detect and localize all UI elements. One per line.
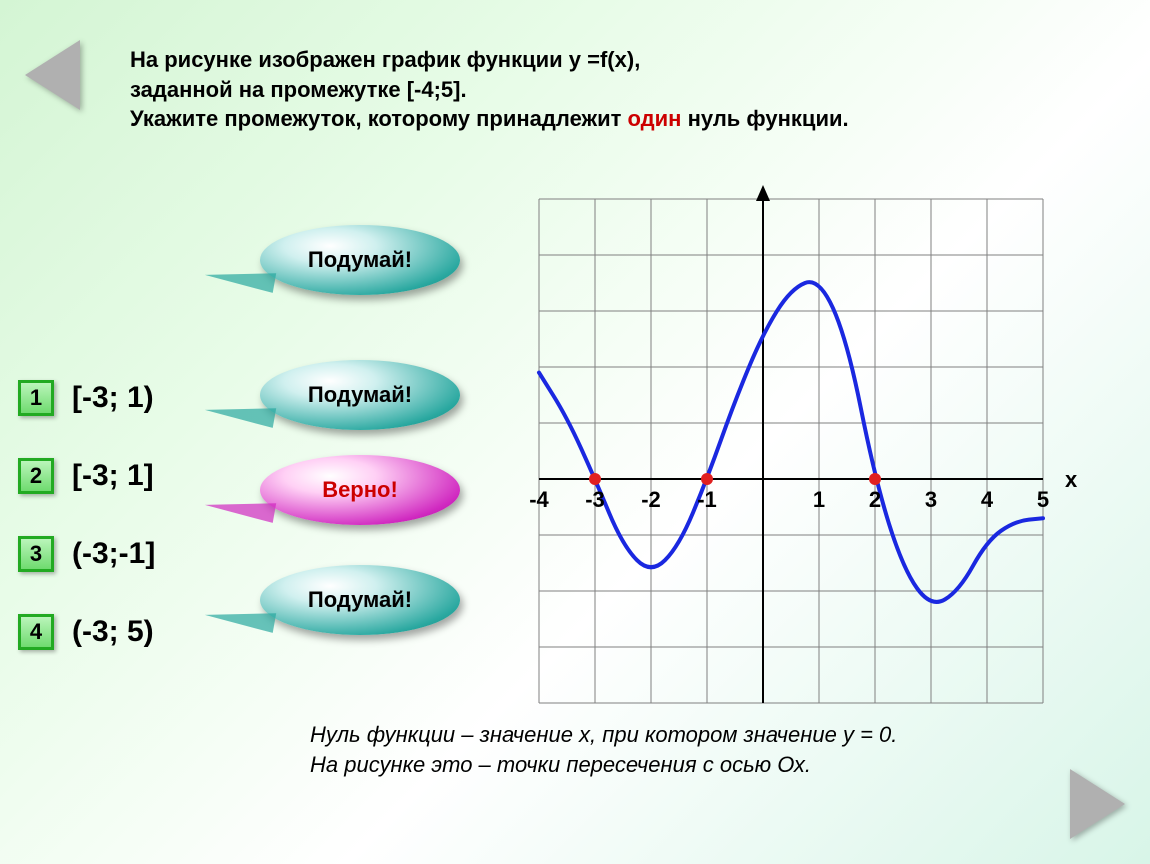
answers-list: 1 [-3; 1) 2 [-3; 1] 3 (-3;-1] 4 (-3; 5) — [18, 380, 155, 692]
svg-text:-4: -4 — [529, 487, 549, 512]
footnote-line1: Нуль функции – значение х, при котором з… — [310, 722, 897, 747]
answer-text-4: (-3; 5) — [72, 615, 154, 649]
question-line1: На рисунке изображен график функции у =f… — [130, 47, 640, 72]
answer-row: 4 (-3; 5) — [18, 614, 155, 650]
feedback-bubble-1: Подумай! — [260, 225, 460, 295]
svg-text:-1: -1 — [697, 487, 717, 512]
answer-text-3: (-3;-1] — [72, 537, 155, 571]
answer-button-3[interactable]: 3 — [18, 536, 54, 572]
svg-text:-2: -2 — [641, 487, 661, 512]
footnote-line2: На рисунке это – точки пересечения с ось… — [310, 752, 811, 777]
answer-row: 2 [-3; 1] — [18, 458, 155, 494]
answer-button-1[interactable]: 1 — [18, 380, 54, 416]
question-line3a: Укажите промежуток, которому принадлежит — [130, 106, 628, 131]
svg-text:5: 5 — [1037, 487, 1049, 512]
nav-next-button[interactable] — [1070, 769, 1125, 839]
feedback-bubble-4: Подумай! — [260, 565, 460, 635]
svg-text:х: х — [1065, 467, 1078, 492]
answer-text-2: [-3; 1] — [72, 459, 154, 493]
question-highlight: один — [628, 106, 682, 131]
feedback-bubble-3: Верно! — [260, 455, 460, 525]
svg-text:1: 1 — [813, 487, 825, 512]
footnote: Нуль функции – значение х, при котором з… — [310, 720, 897, 779]
nav-back-button[interactable] — [25, 40, 80, 110]
svg-text:3: 3 — [925, 487, 937, 512]
answer-button-2[interactable]: 2 — [18, 458, 54, 494]
question-line3b: нуль функции. — [681, 106, 848, 131]
answer-row: 3 (-3;-1] — [18, 536, 155, 572]
svg-text:-3: -3 — [585, 487, 605, 512]
function-chart: -4 -3 -2 -1 1 2 3 4 5х — [515, 175, 1075, 675]
answer-num-label: 1 — [30, 385, 42, 411]
svg-text:4: 4 — [981, 487, 994, 512]
question-line2: заданной на промежутке [-4;5]. — [130, 77, 467, 102]
answer-row: 1 [-3; 1) — [18, 380, 155, 416]
question-text: На рисунке изображен график функции у =f… — [130, 45, 849, 134]
answer-button-4[interactable]: 4 — [18, 614, 54, 650]
answer-num-label: 4 — [30, 619, 42, 645]
svg-text:2: 2 — [869, 487, 881, 512]
answer-num-label: 3 — [30, 541, 42, 567]
answer-num-label: 2 — [30, 463, 42, 489]
answer-text-1: [-3; 1) — [72, 381, 154, 415]
feedback-bubble-2: Подумай! — [260, 360, 460, 430]
